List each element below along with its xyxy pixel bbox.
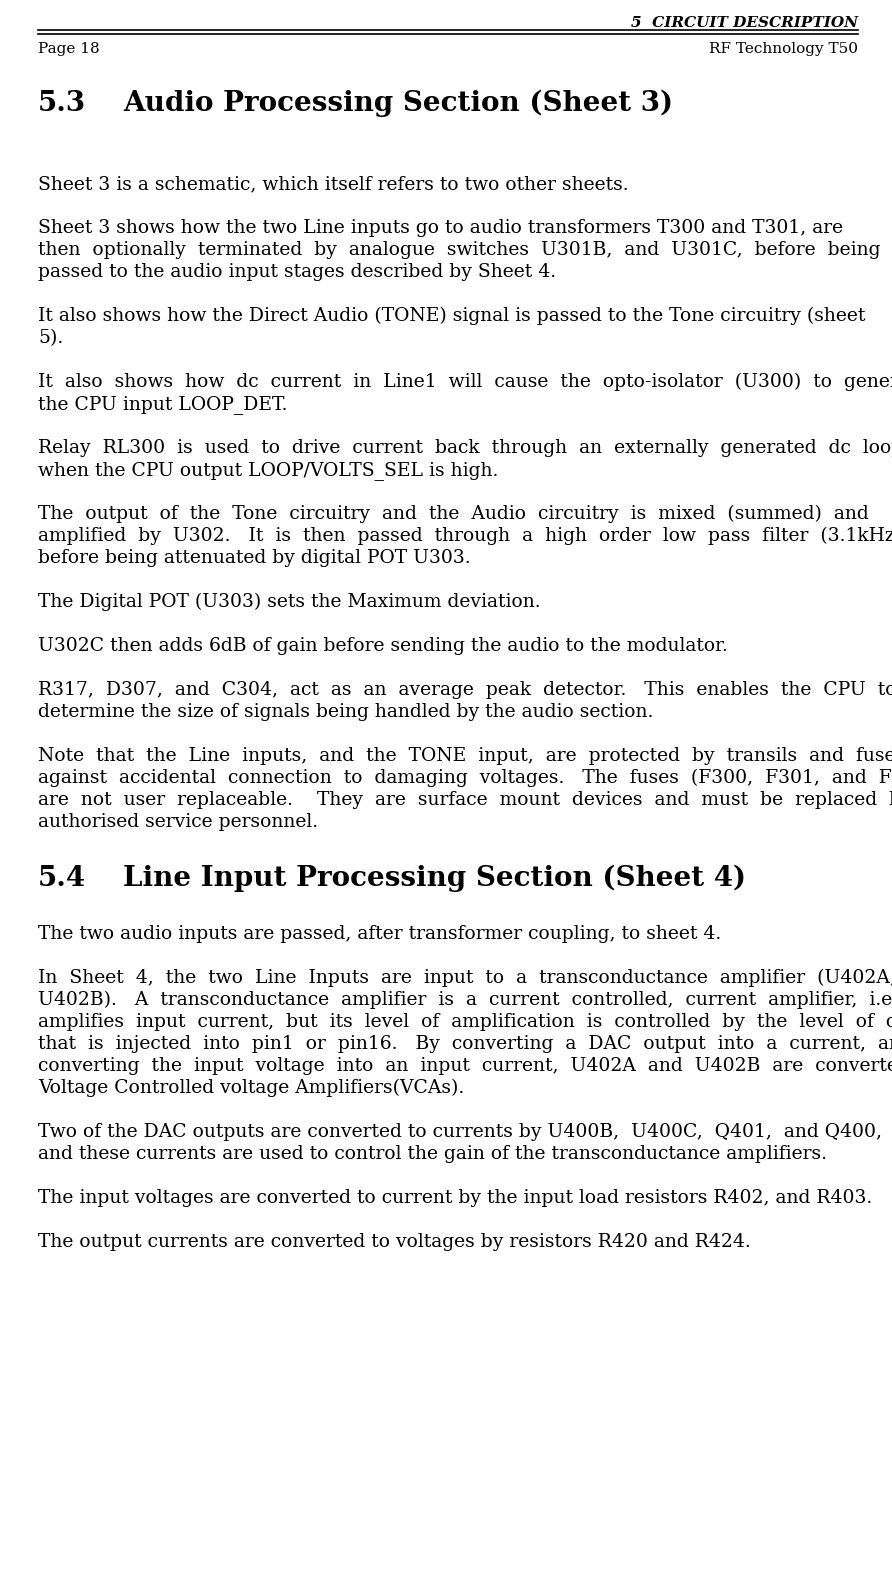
Text: Note  that  the  Line  inputs,  and  the  TONE  input,  are  protected  by  tran: Note that the Line inputs, and the TONE …: [38, 747, 892, 764]
Text: and these currents are used to control the gain of the transconductance amplifie: and these currents are used to control t…: [38, 1144, 827, 1163]
Text: It also shows how the Direct Audio (TONE) signal is passed to the Tone circuitry: It also shows how the Direct Audio (TONE…: [38, 306, 865, 326]
Text: before being attenuated by digital POT U303.: before being attenuated by digital POT U…: [38, 549, 471, 567]
Text: Line Input Processing Section (Sheet 4): Line Input Processing Section (Sheet 4): [123, 865, 746, 892]
Text: converting  the  input  voltage  into  an  input  current,  U402A  and  U402B  a: converting the input voltage into an inp…: [38, 1057, 892, 1076]
Text: R317,  D307,  and  C304,  act  as  an  average  peak  detector.   This  enables : R317, D307, and C304, act as an average …: [38, 681, 892, 699]
Text: It  also  shows  how  dc  current  in  Line1  will  cause  the  opto-isolator  (: It also shows how dc current in Line1 wi…: [38, 373, 892, 391]
Text: Audio Processing Section (Sheet 3): Audio Processing Section (Sheet 3): [123, 89, 673, 118]
Text: amplifies  input  current,  but  its  level  of  amplification  is  controlled  : amplifies input current, but its level o…: [38, 1013, 892, 1031]
Text: The  output  of  the  Tone  circuitry  and  the  Audio  circuitry  is  mixed  (s: The output of the Tone circuitry and the…: [38, 504, 869, 523]
Text: RF Technology T50: RF Technology T50: [709, 41, 858, 56]
Text: Sheet 3 shows how the two Line inputs go to audio transformers T300 and T301, ar: Sheet 3 shows how the two Line inputs go…: [38, 219, 843, 236]
Text: The output currents are converted to voltages by resistors R420 and R424.: The output currents are converted to vol…: [38, 1234, 751, 1251]
Text: Page 18: Page 18: [38, 41, 100, 56]
Text: Two of the DAC outputs are converted to currents by U400B,  U400C,  Q401,  and Q: Two of the DAC outputs are converted to …: [38, 1124, 882, 1141]
Text: 5  CIRCUIT DESCRIPTION: 5 CIRCUIT DESCRIPTION: [631, 16, 858, 30]
Text: against  accidental  connection  to  damaging  voltages.   The  fuses  (F300,  F: against accidental connection to damagin…: [38, 769, 892, 787]
Text: authorised service personnel.: authorised service personnel.: [38, 812, 318, 832]
Text: amplified  by  U302.   It  is  then  passed  through  a  high  order  low  pass : amplified by U302. It is then passed thr…: [38, 527, 892, 546]
Text: U302C then adds 6dB of gain before sending the audio to the modulator.: U302C then adds 6dB of gain before sendi…: [38, 637, 728, 654]
Text: 5.4: 5.4: [38, 865, 87, 892]
Text: The Digital POT (U303) sets the Maximum deviation.: The Digital POT (U303) sets the Maximum …: [38, 594, 541, 611]
Text: 5).: 5).: [38, 329, 63, 346]
Text: Sheet 3 is a schematic, which itself refers to two other sheets.: Sheet 3 is a schematic, which itself ref…: [38, 176, 629, 193]
Text: the CPU input LOOP_DET.: the CPU input LOOP_DET.: [38, 394, 287, 413]
Text: The input voltages are converted to current by the input load resistors R402, an: The input voltages are converted to curr…: [38, 1189, 872, 1207]
Text: when the CPU output LOOP/VOLTS_SEL is high.: when the CPU output LOOP/VOLTS_SEL is hi…: [38, 461, 499, 480]
Text: Relay  RL300  is  used  to  drive  current  back  through  an  externally  gener: Relay RL300 is used to drive current bac…: [38, 439, 892, 456]
Text: Voltage Controlled voltage Amplifiers(VCAs).: Voltage Controlled voltage Amplifiers(VC…: [38, 1079, 464, 1098]
Text: that  is  injected  into  pin1  or  pin16.   By  converting  a  DAC  output  int: that is injected into pin1 or pin16. By …: [38, 1034, 892, 1053]
Text: The two audio inputs are passed, after transformer coupling, to sheet 4.: The two audio inputs are passed, after t…: [38, 926, 722, 943]
Text: In  Sheet  4,  the  two  Line  Inputs  are  input  to  a  transconductance  ampl: In Sheet 4, the two Line Inputs are inpu…: [38, 969, 892, 988]
Text: passed to the audio input stages described by Sheet 4.: passed to the audio input stages describ…: [38, 263, 556, 281]
Text: U402B).   A  transconductance  amplifier  is  a  current  controlled,  current  : U402B). A transconductance amplifier is …: [38, 991, 892, 1009]
Text: are  not  user  replaceable.    They  are  surface  mount  devices  and  must  b: are not user replaceable. They are surfa…: [38, 792, 892, 809]
Text: 5.3: 5.3: [38, 89, 87, 117]
Text: then  optionally  terminated  by  analogue  switches  U301B,  and  U301C,  befor: then optionally terminated by analogue s…: [38, 241, 880, 259]
Text: determine the size of signals being handled by the audio section.: determine the size of signals being hand…: [38, 702, 653, 721]
